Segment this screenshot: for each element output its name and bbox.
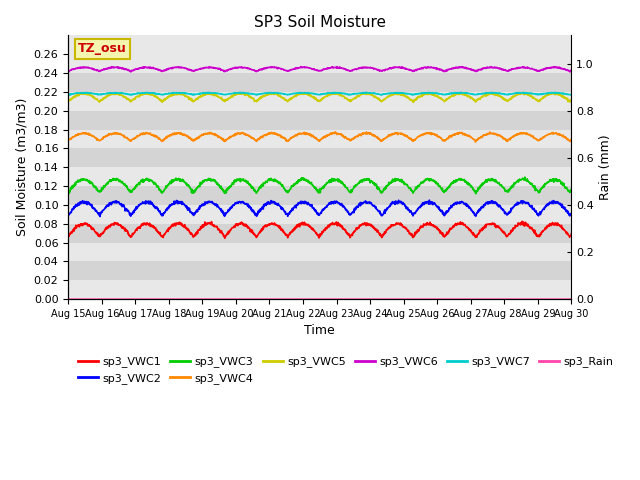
Bar <box>68 262 572 280</box>
Title: SP3 Soil Moisture: SP3 Soil Moisture <box>253 15 386 30</box>
Bar <box>68 36 572 54</box>
Bar <box>68 186 572 205</box>
Bar <box>68 54 572 73</box>
Bar <box>68 280 572 299</box>
Bar <box>68 167 572 186</box>
Text: TZ_osu: TZ_osu <box>78 42 127 56</box>
Bar <box>68 205 572 224</box>
Bar <box>68 242 572 262</box>
Bar <box>68 92 572 111</box>
X-axis label: Time: Time <box>305 324 335 337</box>
Bar <box>68 130 572 148</box>
Bar <box>68 148 572 167</box>
Legend: sp3_VWC1, sp3_VWC2, sp3_VWC3, sp3_VWC4, sp3_VWC5, sp3_VWC6, sp3_VWC7, sp3_Rain: sp3_VWC1, sp3_VWC2, sp3_VWC3, sp3_VWC4, … <box>74 352 618 388</box>
Y-axis label: Soil Moisture (m3/m3): Soil Moisture (m3/m3) <box>15 98 28 236</box>
Bar <box>68 224 572 242</box>
Y-axis label: Rain (mm): Rain (mm) <box>600 134 612 200</box>
Bar <box>68 73 572 92</box>
Bar <box>68 111 572 130</box>
